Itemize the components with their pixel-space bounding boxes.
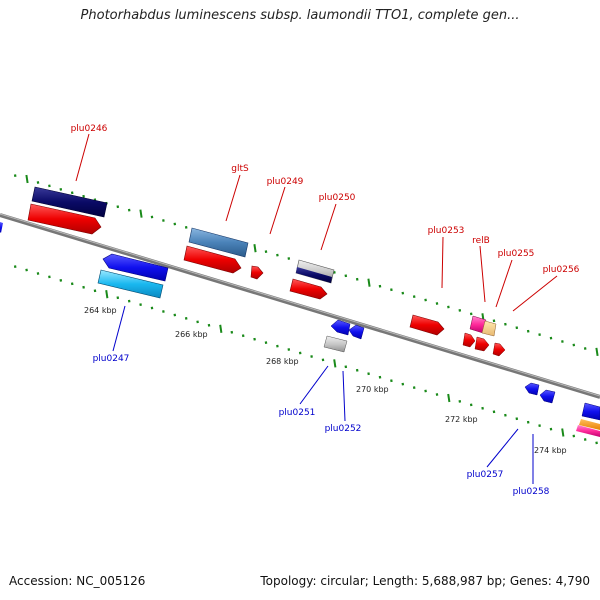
gene-plu0255-arrow[interactable] [474, 336, 490, 352]
major-tick [561, 428, 565, 437]
scale-label-272kbp: 272 kbp [445, 415, 478, 424]
gene-label-plu0246[interactable]: plu0246 [71, 124, 108, 134]
gene-label-plu0247[interactable]: plu0247 [93, 354, 130, 364]
gene-relB-arrow[interactable] [462, 332, 476, 348]
gene-label-plu0250[interactable]: plu0250 [319, 193, 356, 203]
gene-plu0251-arrow[interactable] [330, 319, 351, 336]
major-tick [105, 290, 109, 299]
tick-row-lower [13, 265, 598, 445]
gene-plu0257-arrow[interactable] [524, 382, 540, 396]
gene-label-plu0256[interactable]: plu0256 [543, 265, 580, 275]
gene-plu0252-arrow[interactable] [348, 324, 365, 340]
gene-plu0255-box[interactable] [481, 320, 497, 337]
scale-label-268kbp: 268 kbp [266, 357, 299, 366]
major-tick [447, 393, 451, 403]
gene-left-edge[interactable] [0, 222, 3, 233]
gene-plu0247-arrow[interactable] [102, 253, 169, 282]
gene-plu0258-arrow[interactable] [539, 389, 556, 404]
major-tick [595, 347, 599, 357]
gene-plu0251-bar[interactable] [323, 335, 348, 353]
scale-label-264kbp: 264 kbp [84, 306, 117, 315]
gene-label-plu0257[interactable]: plu0257 [467, 470, 504, 480]
gene-plu0246-bar[interactable] [31, 186, 108, 218]
gene-plu0250-arrow[interactable] [289, 278, 328, 300]
scale-label-274kbp: 274 kbp [534, 446, 567, 455]
major-tick [253, 244, 257, 253]
gene-plu0250-bar[interactable] [295, 259, 335, 284]
major-tick [333, 359, 337, 368]
gene-label-plu0252[interactable]: plu0252 [325, 424, 362, 434]
scale-label-266kbp: 266 kbp [175, 330, 208, 339]
major-tick [219, 324, 223, 333]
gene-gltS-arrow[interactable] [183, 245, 242, 274]
gene-plu0246-arrow[interactable] [27, 203, 102, 235]
gene-label-plu0249[interactable]: plu0249 [267, 177, 304, 187]
gene-label-plu0255[interactable]: plu0255 [498, 249, 535, 259]
genome-backbone-highlight [0, 213, 600, 397]
genome-backbone [0, 213, 600, 399]
topology-text: Topology: circular; Length: 5,688,987 bp… [260, 574, 590, 588]
gene-label-plu0251[interactable]: plu0251 [279, 408, 316, 418]
scale-label-270kbp: 270 kbp [356, 385, 389, 394]
map-title: Photorhabdus luminescens subsp. laumondi… [80, 8, 520, 23]
gene-label-plu0258[interactable]: plu0258 [513, 487, 550, 497]
accession-text: Accession: NC_005126 [9, 574, 146, 588]
gene-plu0249-arrow[interactable] [250, 265, 264, 280]
gene-plu0256-arrow[interactable] [492, 342, 506, 357]
gene-plu0253-arrow[interactable] [409, 314, 445, 336]
major-tick [139, 209, 143, 218]
leader-lines-reverse [112, 305, 534, 484]
gene-label-relB[interactable]: relB [472, 236, 490, 246]
gene-gltS-bar[interactable] [188, 227, 249, 258]
gene-label-gltS[interactable]: gltS [231, 164, 249, 174]
gene-edge-stack[interactable] [576, 402, 600, 437]
gene-plu0247-bar[interactable] [97, 269, 164, 299]
leader-lines-forward [75, 133, 558, 312]
gene-label-plu0253[interactable]: plu0253 [428, 226, 465, 236]
major-tick [367, 278, 371, 287]
major-tick [25, 174, 29, 184]
